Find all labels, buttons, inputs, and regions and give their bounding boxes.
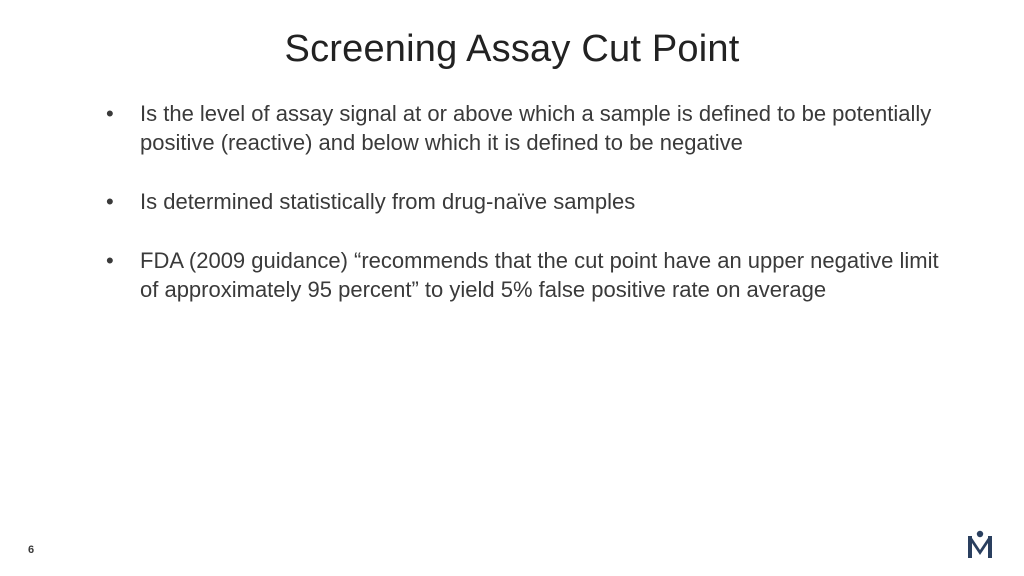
slide: Screening Assay Cut Point Is the level o… <box>0 0 1024 576</box>
list-item: FDA (2009 guidance) “recommends that the… <box>106 246 960 304</box>
slide-title: Screening Assay Cut Point <box>64 28 960 71</box>
bullet-list: Is the level of assay signal at or above… <box>64 99 960 304</box>
list-item: Is determined statistically from drug-na… <box>106 187 960 216</box>
brand-logo-icon <box>966 530 994 560</box>
page-number: 6 <box>28 544 34 556</box>
list-item: Is the level of assay signal at or above… <box>106 99 960 157</box>
